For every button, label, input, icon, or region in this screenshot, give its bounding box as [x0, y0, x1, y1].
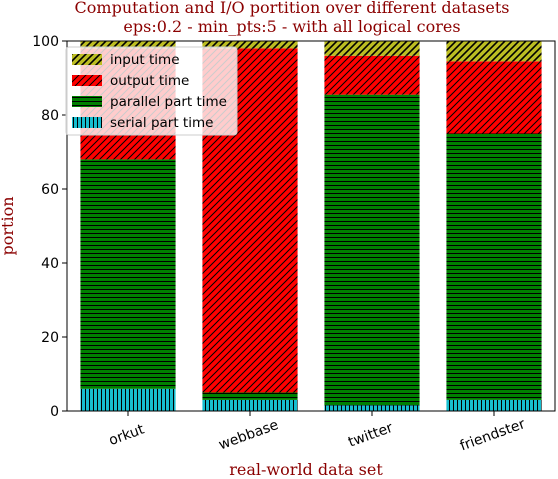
bar-orkut-serial-part-time [80, 388, 176, 411]
legend-swatch-output-time [72, 75, 102, 86]
y-tick-label: 80 [41, 108, 59, 124]
y-tick-label: 60 [41, 182, 59, 198]
bar-webbase-input-time [202, 41, 298, 49]
y-tick-label: 40 [41, 256, 59, 272]
legend-swatch-parallel-part-time [72, 96, 102, 107]
bar-friendster-parallel-part-time [446, 133, 542, 400]
legend-box [65, 46, 238, 136]
bar-friendster-serial-part-time [446, 399, 542, 411]
x-tick-label-webbase: webbase [217, 417, 281, 453]
x-tick-label-friendster: friendster [458, 416, 528, 454]
bar-orkut-input-time [80, 41, 176, 49]
x-tick-label-orkut: orkut [107, 421, 147, 449]
bar-twitter-parallel-part-time [324, 94, 420, 406]
y-axis-label: portion [0, 196, 17, 255]
bar-twitter-input-time [324, 41, 420, 56]
x-axis-label: real-world data set [229, 460, 383, 479]
bar-twitter-serial-part-time [324, 405, 420, 411]
y-tick-label: 20 [41, 330, 59, 346]
bar-orkut-parallel-part-time [80, 159, 176, 389]
x-tick-label-twitter: twitter [346, 420, 395, 451]
legend-label-parallel-part-time: parallel part time [110, 94, 227, 110]
chart-title: Computation and I/O portition over diffe… [75, 0, 510, 17]
x-axis: orkut webbase twitter friendster [107, 411, 528, 454]
bar-webbase-parallel-part-time [202, 392, 298, 400]
legend-label-output-time: output time [110, 73, 189, 89]
plot-frame [66, 40, 556, 412]
legend-swatch-serial-part-time [72, 117, 102, 128]
legend-swatch-input-time [72, 54, 102, 65]
y-tick-label: 0 [50, 404, 59, 420]
bar-friendster-input-time [446, 41, 542, 62]
bar-twitter-output-time [324, 55, 420, 95]
y-tick-label: 100 [32, 34, 59, 50]
legend: input time output time parallel part time s… [65, 46, 238, 136]
bar-webbase-serial-part-time [202, 399, 298, 411]
chart-subtitle: eps:0.2 - min_pts:5 - with all logical c… [123, 17, 460, 36]
bar-friendster-output-time [446, 61, 542, 134]
legend-label-serial-part-time: serial part time [110, 115, 213, 131]
y-axis: 0 20 40 60 80 100 [32, 34, 67, 420]
legend-label-input-time: input time [110, 52, 180, 68]
